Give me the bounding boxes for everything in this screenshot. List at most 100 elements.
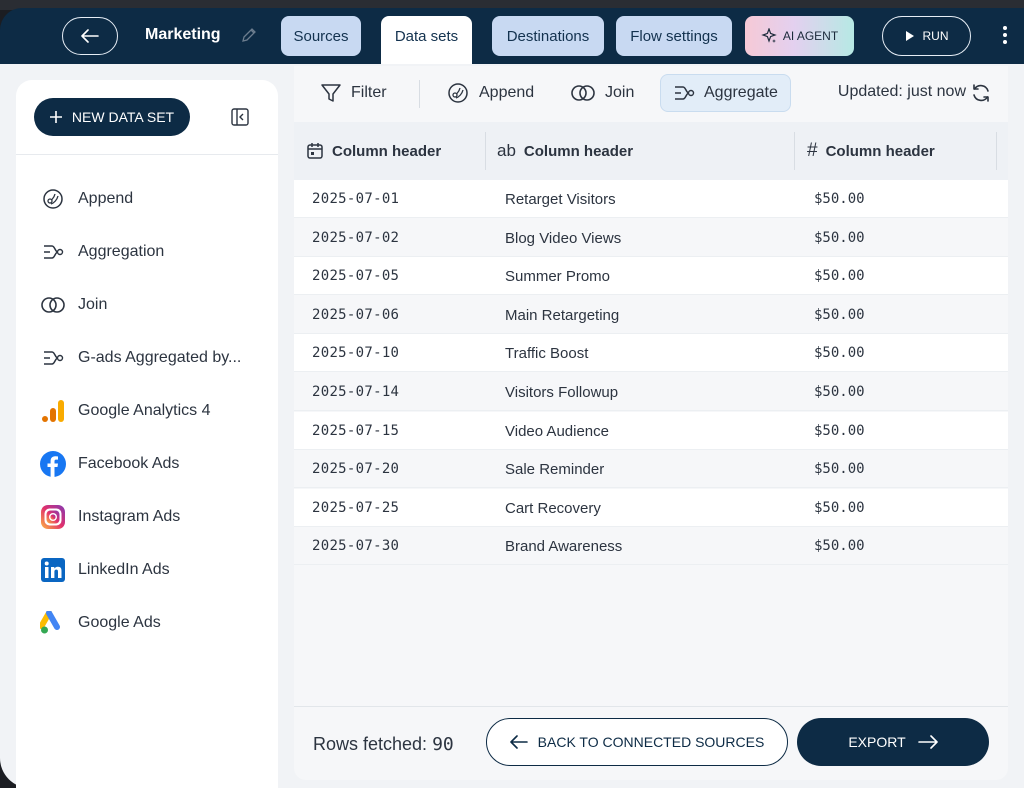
tab-label: Data sets — [394, 28, 459, 45]
filter-label: Filter — [351, 84, 387, 101]
sidebar-item-label: Append — [78, 190, 134, 207]
sparkle-icon — [761, 28, 777, 43]
append-button[interactable]: Append — [434, 74, 546, 112]
append-icon — [40, 186, 66, 212]
updated-status: Updated: just now — [837, 83, 966, 100]
sidebar-item-label: Join — [78, 296, 108, 313]
sidebar-item-instagram-ads[interactable]: Instagram Ads — [40, 500, 260, 534]
column-header-text[interactable]: ab Column header — [497, 122, 633, 180]
tab-label: Sources — [293, 27, 349, 45]
filter-button[interactable]: Filter — [308, 74, 399, 112]
ai-agent-button[interactable]: AI AGENT — [745, 16, 854, 56]
aggregate-icon — [40, 345, 66, 371]
sidebar-item-google-analytics[interactable]: Google Analytics 4 — [40, 394, 260, 428]
new-data-set-button[interactable]: NEW DATA SET — [34, 98, 190, 136]
table-row[interactable]: 2025-07-02 Blog Video Views $50.00 — [294, 218, 1008, 257]
table-cell: $50.00 — [814, 191, 865, 207]
facebook-icon — [40, 451, 66, 477]
append-icon — [448, 83, 468, 103]
refresh-icon[interactable] — [970, 82, 992, 104]
column-header-number[interactable]: # Column header — [807, 122, 935, 180]
linkedin-icon — [40, 557, 66, 583]
export-button[interactable]: EXPORT — [797, 718, 989, 766]
data-preview-panel: Filter Append Join Aggregate Updated: ju… — [294, 66, 1008, 780]
table-cell: 2025-07-02 — [312, 229, 400, 246]
sidebar-item-label: G-ads Aggregated by... — [78, 349, 242, 366]
sidebar-item-label: Instagram Ads — [78, 508, 181, 525]
window-top-strip — [0, 0, 1024, 10]
ai-agent-label: AI AGENT — [782, 29, 839, 43]
table-cell: 2025-07-10 — [312, 345, 400, 362]
sidebar-item-aggregation[interactable]: Aggregation — [40, 235, 260, 269]
top-bar: Marketing Sources Data sets Destinations… — [0, 8, 1024, 68]
column-header-date[interactable]: Column header — [306, 122, 441, 180]
tab-label: Destinations — [506, 27, 590, 45]
export-label: EXPORT — [848, 734, 906, 750]
table-row[interactable]: 2025-07-10 Traffic Boost $50.00 — [294, 334, 1008, 373]
sidebar-item-append[interactable]: Append — [40, 182, 260, 216]
sidebar-item-linkedin-ads[interactable]: LinkedIn Ads — [40, 553, 260, 587]
sidebar-item-g-ads-aggregated[interactable]: G-ads Aggregated by... — [40, 341, 260, 375]
aggregate-icon — [675, 86, 695, 100]
table-row[interactable]: 2025-07-01 Retarget Visitors $50.00 — [294, 180, 1008, 218]
aggregate-label: Aggregate — [704, 84, 778, 101]
table-row[interactable]: 2025-07-06 Main Retargeting $50.00 — [294, 295, 1008, 334]
column-divider — [485, 132, 486, 170]
sidebar-item-join[interactable]: Join — [40, 288, 260, 322]
new-data-set-label: NEW DATA SET — [71, 109, 175, 125]
aggregate-button[interactable]: Aggregate — [660, 74, 791, 112]
run-button[interactable]: RUN — [882, 16, 971, 56]
table-cell: Sale Reminder — [505, 461, 605, 479]
column-header-label: Column header — [523, 142, 634, 160]
table-cell: $50.00 — [814, 345, 865, 362]
sidebar-item-google-ads[interactable]: Google Ads — [40, 606, 260, 640]
tab-flow-settings[interactable]: Flow settings — [616, 16, 732, 56]
table-cell: 2025-07-25 — [312, 499, 400, 516]
more-menu-icon[interactable] — [995, 24, 1015, 48]
table-row[interactable]: 2025-07-14 Visitors Followup $50.00 — [294, 373, 1008, 411]
table-cell: $50.00 — [814, 461, 865, 478]
table-row[interactable]: 2025-07-20 Sale Reminder $50.00 — [294, 450, 1008, 489]
google-ads-icon — [40, 610, 66, 636]
table-cell: $50.00 — [814, 229, 865, 246]
calendar-icon — [307, 143, 323, 159]
table-cell: 2025-07-30 — [312, 538, 400, 555]
table-row[interactable]: 2025-07-05 Summer Promo $50.00 — [294, 257, 1008, 296]
table-cell: Blog Video Views — [505, 229, 622, 247]
table-cell: Brand Awareness — [505, 538, 623, 556]
tab-data-sets[interactable]: Data sets — [381, 16, 472, 68]
sidebar-item-label: Google Ads — [78, 614, 161, 631]
table-cell: 2025-07-05 — [312, 268, 400, 285]
rows-fetched-value: 90 — [432, 734, 454, 755]
column-header-label: Column header — [825, 142, 935, 160]
instagram-icon — [40, 504, 66, 530]
sidebar-item-facebook-ads[interactable]: Facebook Ads — [40, 447, 260, 481]
play-icon — [905, 31, 914, 41]
table-row[interactable]: 2025-07-30 Brand Awareness $50.00 — [294, 527, 1008, 566]
table-cell: Video Audience — [505, 422, 609, 440]
table-cell: 2025-07-14 — [312, 384, 400, 400]
join-label: Join — [605, 84, 635, 101]
table-row[interactable]: 2025-07-15 Video Audience $50.00 — [294, 411, 1008, 450]
join-button[interactable]: Join — [558, 74, 646, 112]
sidebar-item-label: Facebook Ads — [78, 455, 180, 472]
edit-pencil-icon[interactable] — [240, 26, 258, 44]
tab-sources[interactable]: Sources — [281, 16, 361, 56]
table-cell: $50.00 — [814, 306, 865, 323]
table-row[interactable]: 2025-07-25 Cart Recovery $50.00 — [294, 488, 1008, 527]
tab-destinations[interactable]: Destinations — [492, 16, 604, 56]
table-cell: Visitors Followup — [505, 384, 619, 401]
join-icon — [40, 292, 66, 318]
table-cell: $50.00 — [814, 538, 865, 555]
arrow-left-icon — [81, 29, 99, 43]
flow-title: Marketing — [145, 26, 221, 43]
filter-icon — [321, 84, 341, 102]
column-divider — [794, 132, 795, 170]
back-to-connected-sources-button[interactable]: BACK TO CONNECTED SOURCES — [486, 718, 788, 766]
collapse-sidebar-icon[interactable] — [230, 107, 250, 127]
table-cell: Retarget Visitors — [505, 191, 616, 208]
table-header: Column header ab Column header # Column … — [294, 122, 1008, 180]
table-cell: 2025-07-06 — [312, 306, 400, 323]
back-button[interactable] — [62, 17, 118, 55]
back-to-sources-label: BACK TO CONNECTED SOURCES — [537, 734, 765, 750]
